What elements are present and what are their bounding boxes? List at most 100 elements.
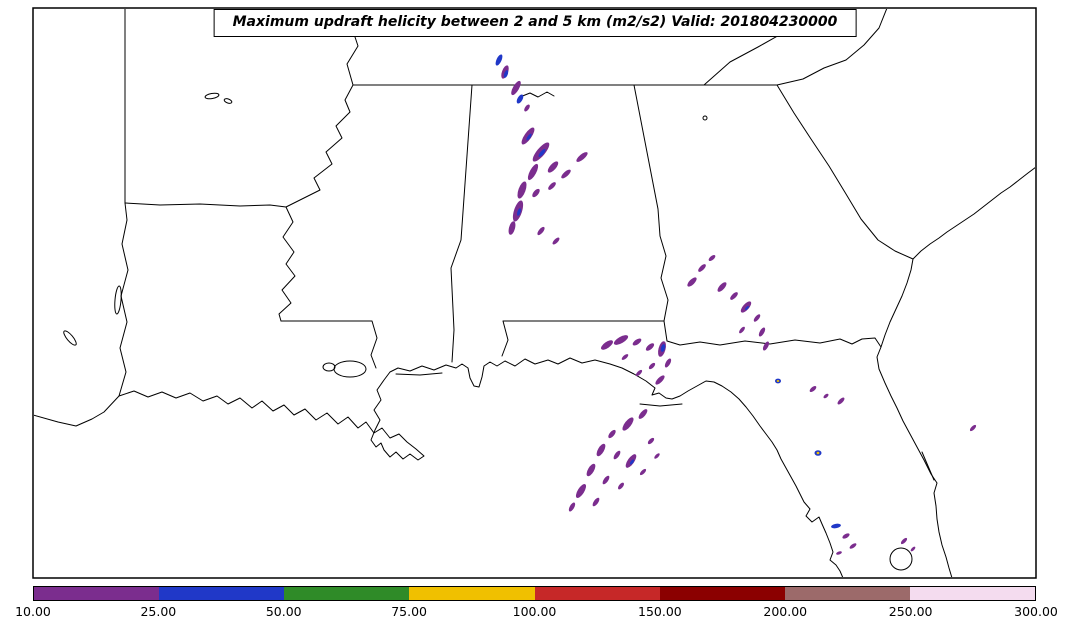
helicity-track [730, 292, 738, 300]
la-ms-border [280, 320, 378, 369]
helicity-track [849, 543, 857, 549]
plot-title-box: Maximum updraft helicity between 2 and 5… [213, 9, 857, 37]
helicity-track [635, 369, 643, 377]
colorbar-segment [284, 587, 410, 600]
mississippi-river-north [285, 9, 361, 208]
colorbar-tick-label: 150.00 [638, 604, 682, 619]
colorbar [33, 586, 1036, 601]
helicity-track [495, 54, 503, 66]
colorbar-tick-label: 250.00 [888, 604, 933, 619]
colorbar-tick-label: 10.00 [15, 604, 51, 619]
helicity-track [740, 301, 752, 313]
helicity-track [576, 152, 588, 162]
helicity-track [622, 417, 634, 431]
lake-maurepas [322, 362, 336, 372]
gulf-coastline [34, 357, 844, 577]
helicity-track [842, 533, 850, 539]
ga-lake [702, 115, 708, 121]
colorbar-segment [409, 587, 535, 600]
colorbar-tick-label: 50.00 [265, 604, 302, 619]
ar-la-border [124, 202, 287, 208]
helicity-track [538, 148, 546, 158]
helicity-track [745, 305, 749, 311]
ar-river [204, 92, 220, 100]
helicity-track [511, 80, 521, 96]
helicity-track [809, 386, 817, 392]
helicity-track [758, 327, 766, 337]
helicity-track [645, 343, 655, 351]
ga-sc-border [776, 84, 914, 260]
helicity-track [601, 340, 613, 350]
helicity-track [532, 188, 540, 198]
helicity-track [687, 277, 697, 287]
colorbar-segment [659, 587, 785, 600]
helicity-track [660, 344, 666, 352]
helicity-track [547, 161, 559, 173]
colorbar-segment [784, 587, 910, 600]
helicity-track [613, 450, 621, 460]
helicity-track [516, 94, 524, 104]
helicity-track [836, 551, 842, 555]
helicity-track [717, 282, 727, 292]
helicity-track [776, 380, 780, 382]
barrier-islands-fl [639, 403, 683, 407]
helicity-track [537, 226, 545, 236]
helicity-track [739, 326, 745, 334]
helicity-track [618, 482, 624, 490]
colorbar-tick-label: 300.00 [1014, 604, 1058, 619]
colorbar-segment [909, 587, 1035, 600]
plot-border [32, 7, 1037, 579]
helicity-track [655, 375, 665, 385]
ar-lake [223, 98, 233, 104]
helicity-track [596, 443, 606, 457]
al-fl-border [501, 320, 665, 357]
lake-pontchartrain [333, 360, 367, 378]
nc-sc-border [776, 9, 888, 86]
helicity-track [548, 182, 556, 190]
helicity-track [900, 537, 908, 545]
helicity-track [568, 502, 576, 512]
al-ga-border [633, 84, 669, 322]
helicity-track [837, 397, 845, 405]
colorbar-segment [159, 587, 285, 600]
helicity-track [831, 523, 841, 529]
helicity-track [621, 354, 629, 360]
helicity-track [527, 163, 539, 181]
helicity-track [629, 459, 635, 465]
colorbar-segment [34, 587, 160, 600]
helicity-track [524, 104, 530, 112]
tennessee-river [519, 91, 555, 98]
colorbar-tick-label: 100.00 [512, 604, 557, 619]
colorbar-tick-label: 75.00 [391, 604, 428, 619]
helicity-track [517, 181, 527, 199]
plot-title: Maximum updraft helicity between 2 and 5… [232, 14, 838, 30]
helicity-track [552, 237, 560, 245]
helicity-track [753, 314, 761, 322]
colorbar-tick-label: 200.00 [763, 604, 808, 619]
reservoir [63, 330, 77, 346]
helicity-track [639, 468, 647, 476]
helicity-track [575, 484, 587, 498]
helicity-track [613, 335, 629, 345]
lakes [63, 91, 935, 571]
helicity-track [969, 424, 977, 432]
helicity-track [698, 264, 706, 272]
helicity-track [647, 437, 655, 445]
helicity-track [561, 169, 571, 179]
fl-ga-border [663, 320, 882, 348]
state-boundaries [34, 9, 1035, 577]
helicity-track [654, 453, 660, 459]
indian-river-lagoon [921, 451, 935, 481]
mississippi-river-south [278, 206, 296, 322]
helicity-track [586, 463, 596, 477]
ms-al-border [450, 84, 473, 363]
helicity-track [762, 341, 770, 351]
helicity-track [526, 133, 532, 141]
helicity-track [608, 429, 616, 439]
helicity-track [508, 221, 516, 235]
colorbar-ticks: 10.00 25.00 50.00 75.00 100.00 150.00 200.00 25… [15, 604, 1058, 622]
toledo-bend [114, 285, 122, 315]
helicity-track [602, 475, 610, 485]
